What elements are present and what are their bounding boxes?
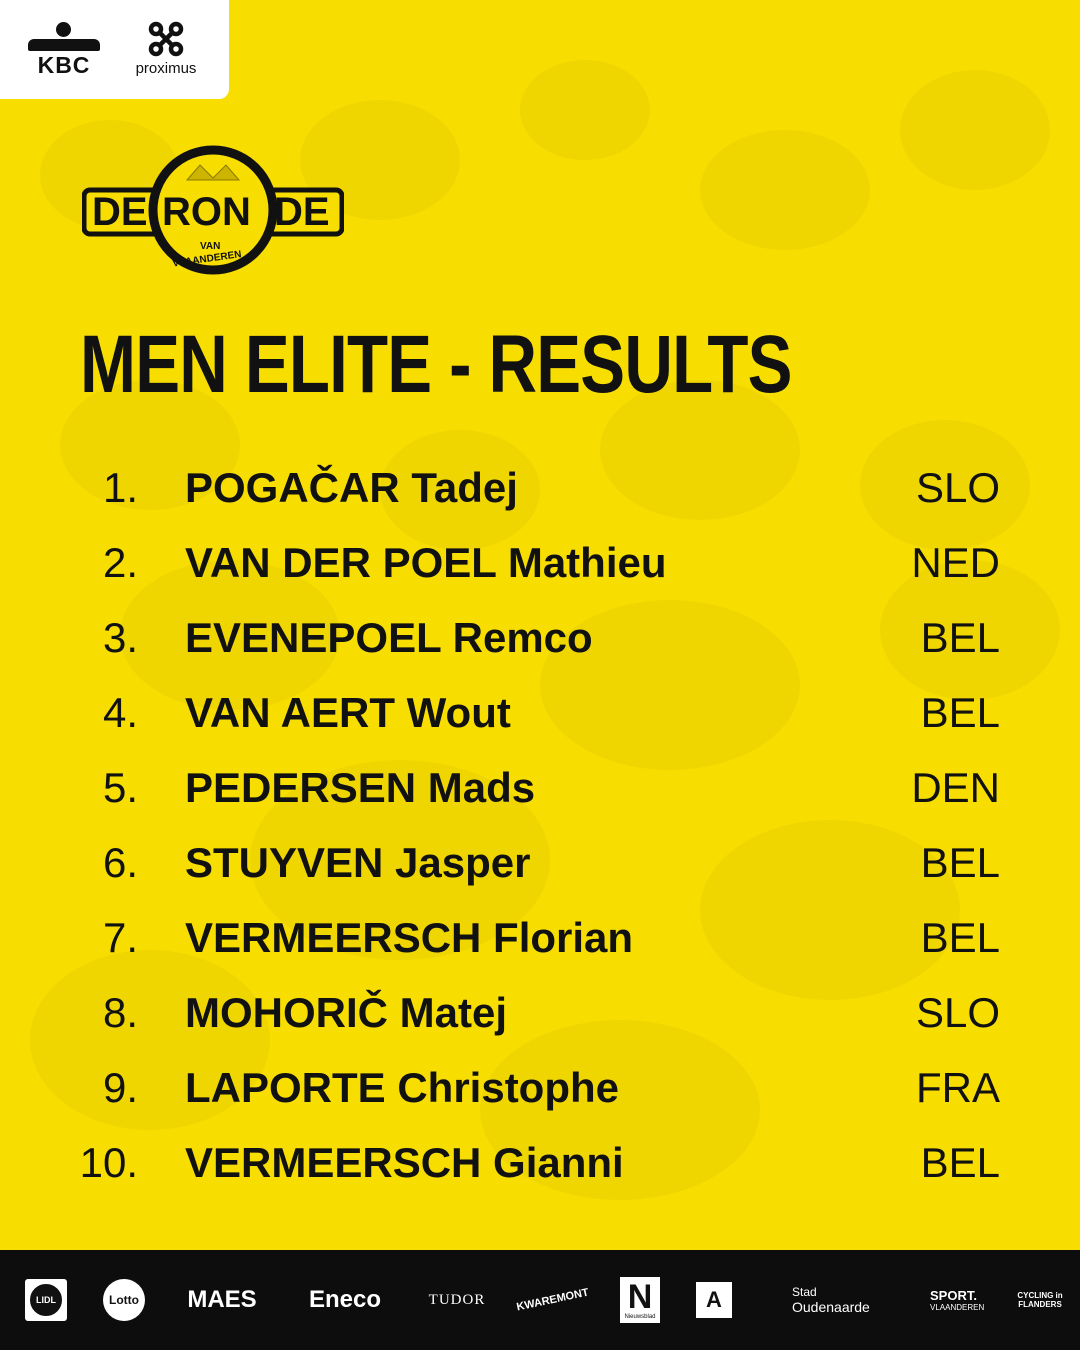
result-row: 6. STUYVEN Jasper BEL — [0, 825, 1080, 900]
result-rank: 9. — [102, 1064, 138, 1111]
de-ronde-logo: DE RON DE VAN VLAANDEREN — [81, 145, 345, 275]
crowd-background — [0, 0, 1080, 1250]
kwaremont-logo: KWAREMONT — [515, 1286, 591, 1314]
tudor-logo: TUDOR — [428, 1291, 486, 1308]
result-rider-name: MOHORIČ Matej — [185, 989, 508, 1036]
result-rider-name: VAN DER POEL Mathieu — [185, 539, 667, 586]
top-sponsor-panel: KBC proximus — [0, 0, 229, 99]
result-row: 5. PEDERSEN Mads DEN — [0, 750, 1080, 825]
lotto-logo: Lotto — [102, 1250, 146, 1350]
result-country: FRA — [916, 1064, 1000, 1111]
result-row: 2. VAN DER POEL Mathieu NED — [0, 525, 1080, 600]
result-row: 7. VERMEERSCH Florian BEL — [0, 900, 1080, 975]
eneco-logo: Eneco — [308, 1286, 382, 1313]
result-country: BEL — [920, 914, 1000, 961]
result-rank: 7. — [102, 914, 138, 961]
result-row: 10. VERMEERSCH Gianni BEL — [0, 1125, 1080, 1200]
proximus-logo-text: proximus — [135, 60, 197, 77]
result-rank: 8. — [102, 989, 138, 1036]
result-rider-name: LAPORTE Christophe — [185, 1064, 620, 1111]
svg-text:RON: RON — [162, 190, 251, 234]
result-country: BEL — [920, 839, 1000, 886]
result-rank: 4. — [102, 689, 138, 736]
lidl-logo: LIDL — [24, 1250, 68, 1350]
proximus-logo: proximus — [128, 20, 204, 80]
result-rider-name: VAN AERT Wout — [185, 689, 511, 736]
result-rank: 6. — [102, 839, 138, 886]
result-row: 8. MOHORIČ Matej SLO — [0, 975, 1080, 1050]
kbc-logo: KBC — [26, 22, 102, 80]
result-rider-name: EVENEPOEL Remco — [185, 614, 593, 661]
result-rider-name: VERMEERSCH Florian — [185, 914, 634, 961]
cycling-in-flanders-logo: CYCLING in FLANDERS — [1017, 1291, 1063, 1309]
maes-logo: MAES — [187, 1286, 257, 1313]
result-rider-name: VERMEERSCH Gianni — [185, 1139, 624, 1186]
result-rider-name: PEDERSEN Mads — [185, 764, 536, 811]
result-row: 1. POGAČAR Tadej SLO — [0, 450, 1080, 525]
result-row: 3. EVENEPOEL Remco BEL — [0, 600, 1080, 675]
kbc-logo-text: KBC — [37, 52, 91, 78]
svg-text:DE: DE — [274, 190, 330, 234]
svg-text:DE: DE — [92, 190, 148, 234]
svg-text:VAN: VAN — [200, 241, 220, 252]
result-country: BEL — [920, 689, 1000, 736]
result-rank: 3. — [102, 614, 138, 661]
result-rider-name: POGAČAR Tadej — [185, 464, 518, 511]
result-rank: 5. — [102, 764, 138, 811]
antwerpen-logo: A — [696, 1250, 732, 1350]
result-country: SLO — [915, 989, 1000, 1036]
sport-vlaanderen-logo: SPORT. VLAANDEREN — [930, 1288, 985, 1312]
result-row: 9. LAPORTE Christophe FRA — [0, 1050, 1080, 1125]
result-rank: 1. — [102, 464, 138, 511]
result-rank: 2. — [102, 539, 138, 586]
page-title: MEN ELITE - RESULTS — [80, 319, 792, 410]
proximus-icon — [148, 21, 184, 57]
result-rank: 10. — [79, 1139, 138, 1186]
result-country: BEL — [920, 614, 1000, 661]
nieuwsblad-logo: N Nieuwsblad — [620, 1250, 660, 1350]
result-country: DEN — [911, 764, 1000, 811]
result-country: NED — [911, 539, 1000, 586]
oudenaarde-logo: Stad Oudenaarde — [792, 1285, 870, 1315]
result-country: SLO — [915, 464, 1000, 511]
result-row: 4. VAN AERT Wout BEL — [0, 675, 1080, 750]
result-country: BEL — [920, 1139, 1000, 1186]
result-rider-name: STUYVEN Jasper — [185, 839, 531, 886]
